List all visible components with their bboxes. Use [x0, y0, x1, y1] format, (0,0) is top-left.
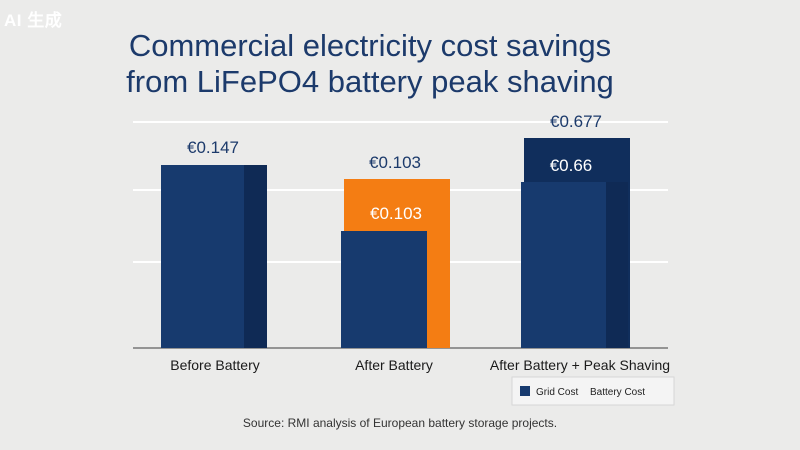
category-label-2: After Battery	[355, 357, 433, 373]
bar-before-battery-side-shade	[244, 165, 267, 348]
value-label-before-battery: €0.147	[187, 138, 239, 157]
chart-title: Commercial electricity cost savings from…	[0, 28, 740, 100]
value-label-peak-shaving-inner: €0.66	[550, 156, 593, 175]
value-label-peak-shaving-top: €0.677	[550, 112, 602, 131]
ai-generated-watermark: AI 生成	[4, 11, 63, 30]
source-note: Source: RMI analysis of European battery…	[242, 416, 558, 430]
bar-after-battery-grid-cost	[341, 231, 427, 348]
legend-label-battery-cost: Battery Cost	[590, 387, 645, 398]
value-label-after-battery-inner: €0.103	[370, 204, 422, 223]
legend-label-grid-cost: Grid Cost	[536, 387, 578, 398]
bar-peak-shaving-side-shade	[606, 182, 628, 348]
category-label-1: Before Battery	[170, 357, 260, 373]
legend-box	[511, 376, 675, 406]
chart-title-line-2: from LiFePO4 battery peak shaving	[126, 64, 614, 99]
value-label-after-battery-top: €0.103	[369, 153, 421, 172]
bar-peak-shaving-grid-cost	[521, 182, 607, 348]
chart-title-line-1: Commercial electricity cost savings	[128, 28, 612, 63]
category-label-3: After Battery + Peak Shaving	[490, 357, 670, 373]
legend-swatch-grid-cost	[520, 386, 530, 396]
